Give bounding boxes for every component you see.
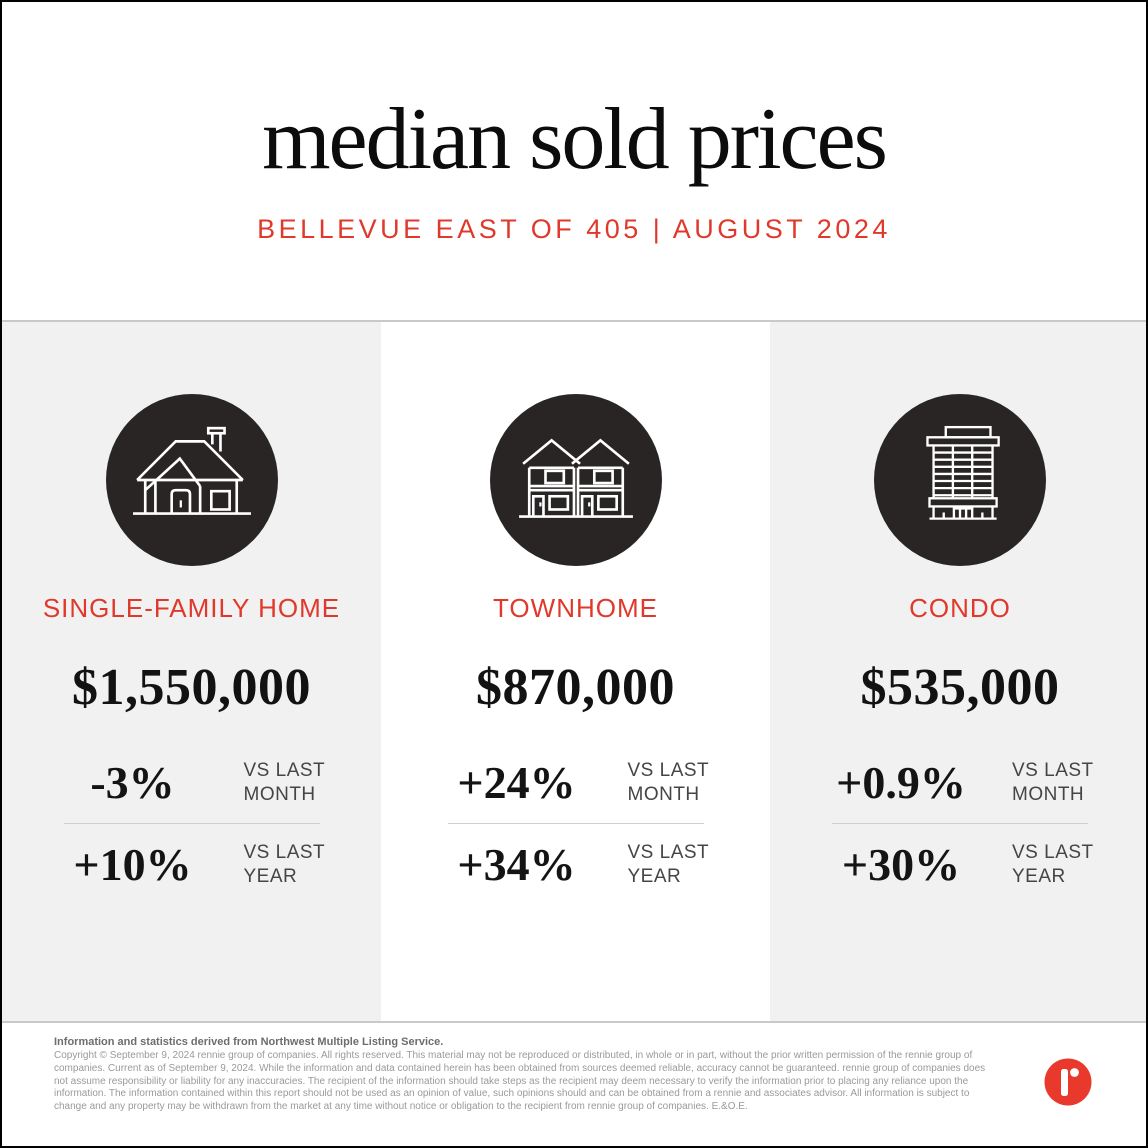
footer: Information and statistics derived from … xyxy=(2,1023,1146,1114)
stats-block: +0.9% VS LAST MONTH +30% VS LAST YEAR xyxy=(770,743,1146,904)
icon-circle xyxy=(489,394,662,566)
stat-label: VS LAST YEAR xyxy=(1012,841,1094,887)
category-label: SINGLE-FAMILY HOME xyxy=(42,593,341,623)
stat-vs-last-month: +24% VS LAST MONTH xyxy=(381,743,770,822)
stat-label: VS LAST MONTH xyxy=(1012,759,1094,805)
page-title: median sold prices xyxy=(262,91,888,188)
condo-icon xyxy=(926,425,1000,520)
stats-block: +24% VS LAST MONTH +34% VS LAST YEAR xyxy=(381,743,770,904)
stat-value: +0.9% xyxy=(836,757,966,808)
stat-value: +34% xyxy=(457,839,576,890)
stat-vs-last-month: -3% VS LAST MONTH xyxy=(2,743,381,822)
stats-block: -3% VS LAST MONTH +10% VS LAST YEAR xyxy=(2,743,381,904)
icon-circle xyxy=(105,394,278,566)
median-price: $1,550,000 xyxy=(72,659,311,716)
column-condo: CONDO $535,000 +0.9% VS LAST MONTH +30% … xyxy=(770,322,1146,1021)
stat-divider xyxy=(447,823,704,824)
stat-vs-last-month: +0.9% VS LAST MONTH xyxy=(770,743,1146,822)
stat-vs-last-year: +34% VS LAST YEAR xyxy=(381,825,770,904)
rennie-logo xyxy=(1044,1058,1092,1106)
icon-circle xyxy=(874,394,1046,566)
stat-vs-last-year: +30% VS LAST YEAR xyxy=(770,825,1146,904)
category-label: TOWNHOME xyxy=(493,593,658,623)
stat-label: VS LAST YEAR xyxy=(243,841,326,887)
stats-columns: SINGLE-FAMILY HOME $1,550,000 -3% VS LAS… xyxy=(2,320,1146,1023)
header: median sold prices BELLEVUE EAST OF 405 … xyxy=(2,2,1146,320)
column-single-family-home: SINGLE-FAMILY HOME $1,550,000 -3% VS LAS… xyxy=(2,322,381,1021)
column-townhome: TOWNHOME $870,000 +24% VS LAST MONTH +34… xyxy=(381,322,770,1021)
median-price: $535,000 xyxy=(860,659,1060,716)
median-price: $870,000 xyxy=(476,659,675,716)
stat-label: VS LAST YEAR xyxy=(627,841,710,887)
footer-disclaimer: Copyright © September 9, 2024 rennie gro… xyxy=(54,1050,986,1113)
stat-divider xyxy=(832,823,1088,824)
stat-value: +30% xyxy=(841,839,961,890)
stat-label: VS LAST MONTH xyxy=(627,759,710,805)
page-subtitle: BELLEVUE EAST OF 405 | AUGUST 2024 xyxy=(257,214,891,244)
footer-heading: Information and statistics derived from … xyxy=(54,1036,444,1048)
category-label: CONDO xyxy=(909,593,1011,623)
house-icon xyxy=(132,426,251,515)
stat-vs-last-year: +10% VS LAST YEAR xyxy=(2,825,381,904)
stat-label: VS LAST MONTH xyxy=(243,759,326,805)
stat-value: -3% xyxy=(90,757,175,808)
townhome-icon xyxy=(518,438,633,518)
stat-divider xyxy=(63,823,320,824)
stat-value: +10% xyxy=(73,839,192,890)
stat-value: +24% xyxy=(457,757,576,808)
